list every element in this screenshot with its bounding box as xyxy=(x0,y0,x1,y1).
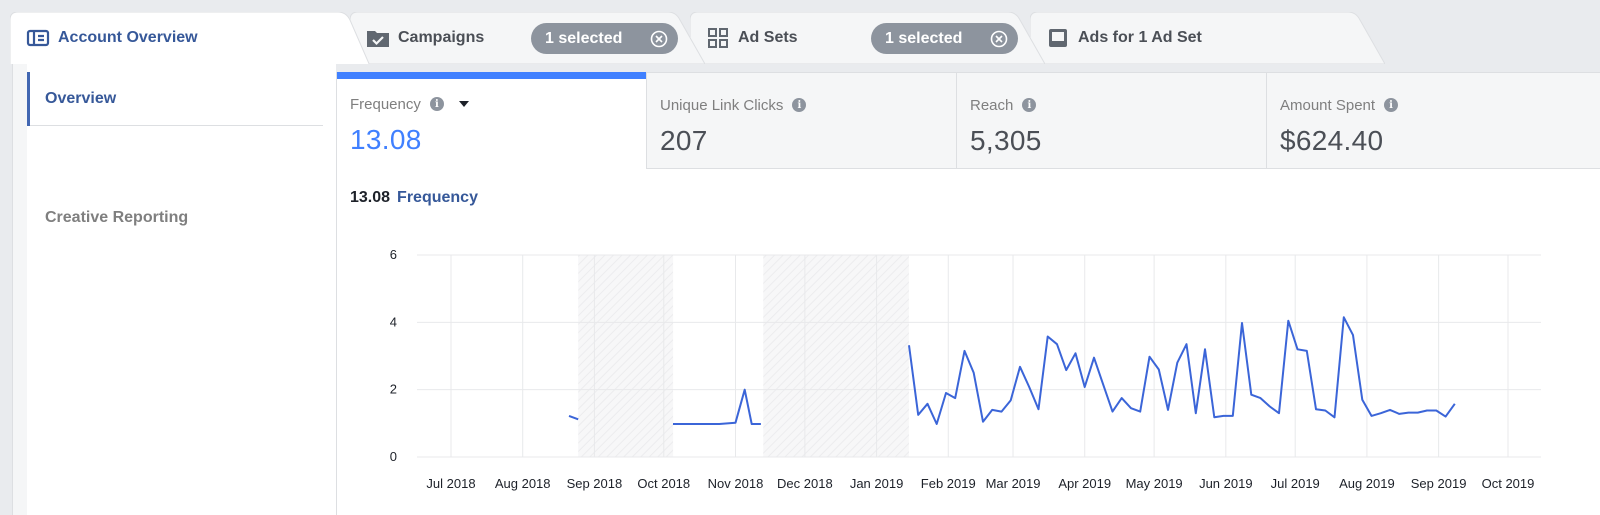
metric-value: 13.08 xyxy=(350,124,422,155)
info-icon[interactable]: i xyxy=(1022,98,1037,112)
dropdown-caret-icon[interactable] xyxy=(458,101,469,107)
x-tick-label: Mar 2019 xyxy=(986,476,1041,491)
metric-card-unique-link-clicks[interactable]: Unique Link Clicks i 207 xyxy=(647,72,957,169)
sidebar: Overview Creative Reporting xyxy=(12,64,336,515)
metric-label: Unique Link Clicks xyxy=(660,96,784,114)
selected-pill-label: 1 selected xyxy=(545,29,623,47)
sidebar-item-overview[interactable]: Overview xyxy=(27,72,323,126)
x-tick-label: Sep 2019 xyxy=(1411,476,1467,491)
sidebar-item-label: Overview xyxy=(45,90,117,107)
tab-ads[interactable]: Ads for 1 Ad Set xyxy=(1030,12,1385,64)
main-panel: Amount Spent i $624.40 Reach i 5,305 Uniqu… xyxy=(336,72,1600,515)
tab-account-overview[interactable]: Account Overview xyxy=(10,12,370,64)
x-tick-label: Jan 2019 xyxy=(850,476,904,491)
x-tick-label: Oct 2019 xyxy=(1482,476,1535,491)
frequency-series-line xyxy=(908,316,1456,425)
tab-label: Account Overview xyxy=(58,29,198,46)
metric-label: Reach xyxy=(970,96,1014,114)
x-tick-label: Feb 2019 xyxy=(921,476,976,491)
tab-background xyxy=(10,12,370,64)
y-tick-label: 2 xyxy=(390,382,397,397)
x-tick-label: Jun 2019 xyxy=(1199,476,1253,491)
selected-pill[interactable]: 1 selected xyxy=(871,23,1018,54)
tab-ad-sets[interactable]: Ad Sets 1 selected xyxy=(690,12,1045,64)
frequency-series-line xyxy=(673,388,761,425)
metric-card-amount-spent[interactable]: Amount Spent i $624.40 xyxy=(1267,72,1600,169)
metric-value: 5,305 xyxy=(970,125,1042,156)
tab-label: Campaigns xyxy=(398,29,485,46)
ad-icon xyxy=(1046,26,1070,50)
tab-label: Ad Sets xyxy=(738,29,798,46)
info-icon[interactable]: i xyxy=(429,97,444,111)
metric-cards: Amount Spent i $624.40 Reach i 5,305 Uniqu… xyxy=(337,72,1600,169)
metric-value: $624.40 xyxy=(1280,125,1384,156)
metric-card-reach[interactable]: Reach i 5,305 xyxy=(957,72,1267,169)
y-tick-label: 4 xyxy=(390,314,397,329)
tab-background xyxy=(1030,12,1385,64)
no-data-shaded-range xyxy=(763,255,909,457)
y-tick-label: 6 xyxy=(390,247,397,262)
active-metric-bar xyxy=(337,72,646,79)
x-tick-label: Oct 2018 xyxy=(637,476,690,491)
chart-header-value: 13.08 xyxy=(350,189,391,206)
x-tick-label: Apr 2019 xyxy=(1058,476,1111,491)
y-tick-label: 0 xyxy=(390,449,397,464)
sidebar-item-creative-reporting[interactable]: Creative Reporting xyxy=(27,191,323,245)
info-icon[interactable]: i xyxy=(792,98,807,112)
tab-campaigns[interactable]: Campaigns 1 selected xyxy=(350,12,705,64)
info-icon[interactable]: i xyxy=(1384,98,1399,112)
x-tick-label: Dec 2018 xyxy=(777,476,833,491)
clear-selection-icon[interactable] xyxy=(990,30,1008,48)
metric-card-frequency[interactable]: Frequency i 13.08 xyxy=(337,72,647,169)
sidebar-shade xyxy=(13,64,27,515)
x-tick-label: Aug 2018 xyxy=(495,476,551,491)
x-tick-label: May 2019 xyxy=(1126,476,1183,491)
selected-pill-label: 1 selected xyxy=(885,29,963,47)
sidebar-item-label: Creative Reporting xyxy=(45,209,189,226)
clear-selection-icon[interactable] xyxy=(650,30,668,48)
folder-check-icon xyxy=(366,26,390,50)
x-tick-label: Jul 2019 xyxy=(1271,476,1320,491)
x-tick-label: Nov 2018 xyxy=(708,476,764,491)
metric-label: Frequency xyxy=(350,95,421,113)
account-overview-icon xyxy=(26,26,50,50)
chart-header: 13.08 Frequency xyxy=(350,189,478,207)
no-data-shaded-range xyxy=(578,255,674,457)
chart-header-metric-name: Frequency xyxy=(397,189,478,206)
tab-label: Ads for 1 Ad Set xyxy=(1078,29,1202,46)
x-tick-label: Sep 2018 xyxy=(567,476,623,491)
x-tick-label: Aug 2019 xyxy=(1339,476,1395,491)
frequency-series-line xyxy=(568,414,579,421)
frequency-line-chart: 0 2 4 6 Jul 2018 Aug 2018 Sep 2018 Oct 2018 Nov … xyxy=(390,247,1541,491)
metric-value: 207 xyxy=(660,125,708,156)
selected-pill[interactable]: 1 selected xyxy=(531,23,678,54)
tab-bar: Ads for 1 Ad Set Ad Sets 1 selected Cam xyxy=(0,0,1600,66)
x-tick-label: Jul 2018 xyxy=(426,476,475,491)
grid-icon xyxy=(706,26,730,50)
metric-label: Amount Spent xyxy=(1280,96,1376,114)
